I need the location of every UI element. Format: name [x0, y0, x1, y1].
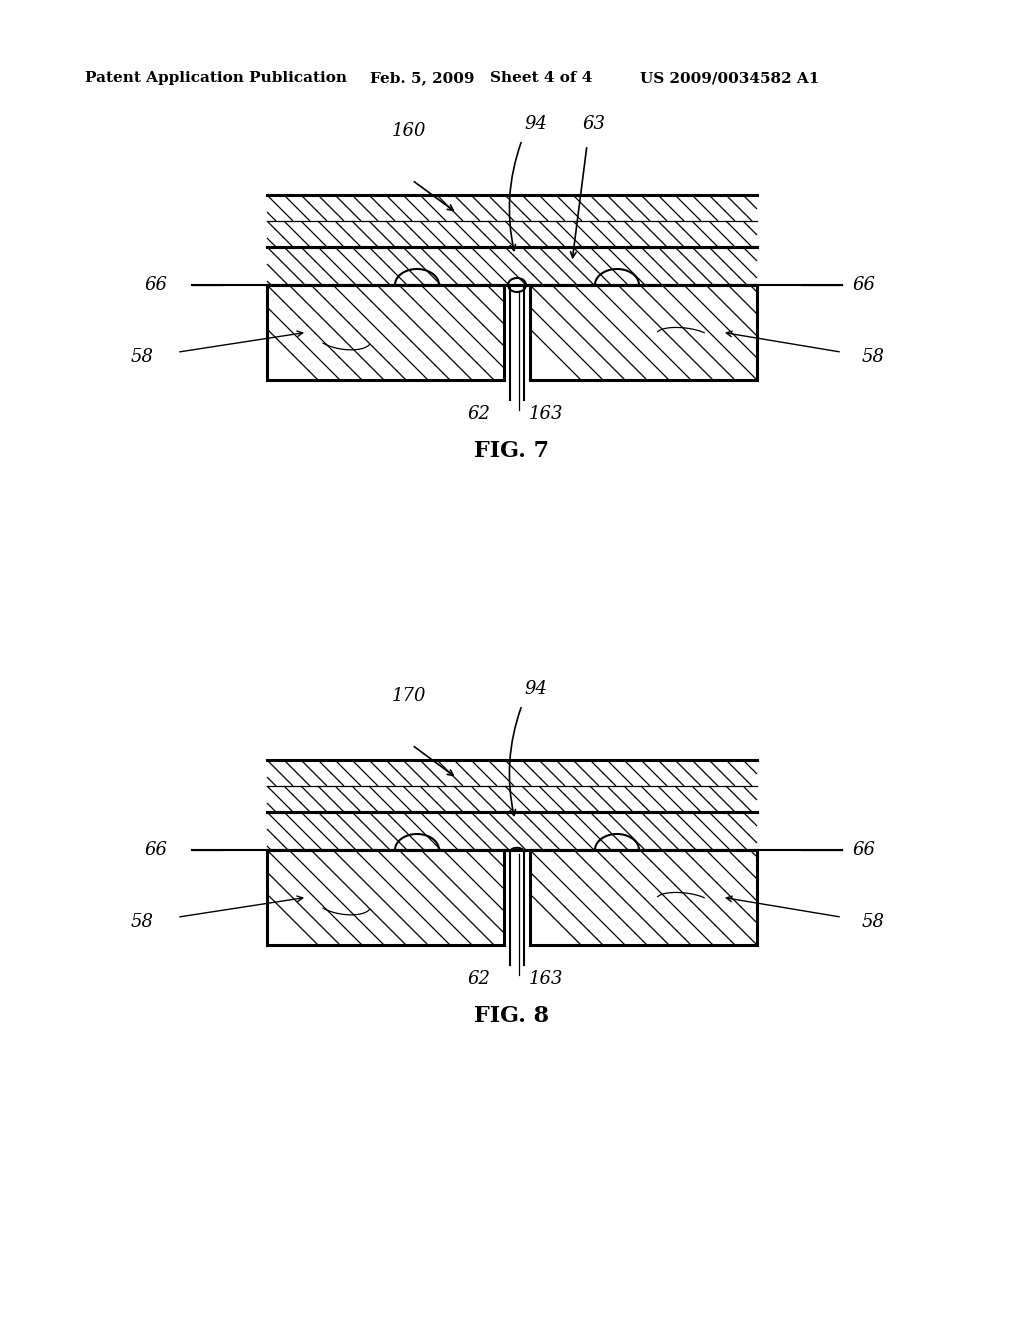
Text: 58: 58 — [862, 913, 885, 931]
Text: 160: 160 — [392, 121, 427, 140]
Text: 66: 66 — [852, 841, 874, 859]
Text: Patent Application Publication: Patent Application Publication — [85, 71, 347, 84]
Text: 66: 66 — [852, 276, 874, 294]
Text: FIG. 8: FIG. 8 — [474, 1005, 550, 1027]
Text: 62: 62 — [467, 405, 490, 422]
Text: Feb. 5, 2009: Feb. 5, 2009 — [370, 71, 474, 84]
Text: 163: 163 — [529, 970, 563, 987]
Text: 94: 94 — [524, 115, 547, 133]
Text: 58: 58 — [862, 348, 885, 366]
Text: 63: 63 — [582, 115, 605, 133]
Text: 66: 66 — [144, 841, 167, 859]
Text: 58: 58 — [131, 913, 154, 931]
Text: 66: 66 — [144, 276, 167, 294]
Text: Sheet 4 of 4: Sheet 4 of 4 — [490, 71, 592, 84]
Text: 58: 58 — [131, 348, 154, 366]
Text: US 2009/0034582 A1: US 2009/0034582 A1 — [640, 71, 819, 84]
Text: 94: 94 — [524, 680, 547, 698]
Text: 163: 163 — [529, 405, 563, 422]
Text: 62: 62 — [467, 970, 490, 987]
Text: FIG. 7: FIG. 7 — [474, 440, 550, 462]
Text: 170: 170 — [392, 686, 427, 705]
